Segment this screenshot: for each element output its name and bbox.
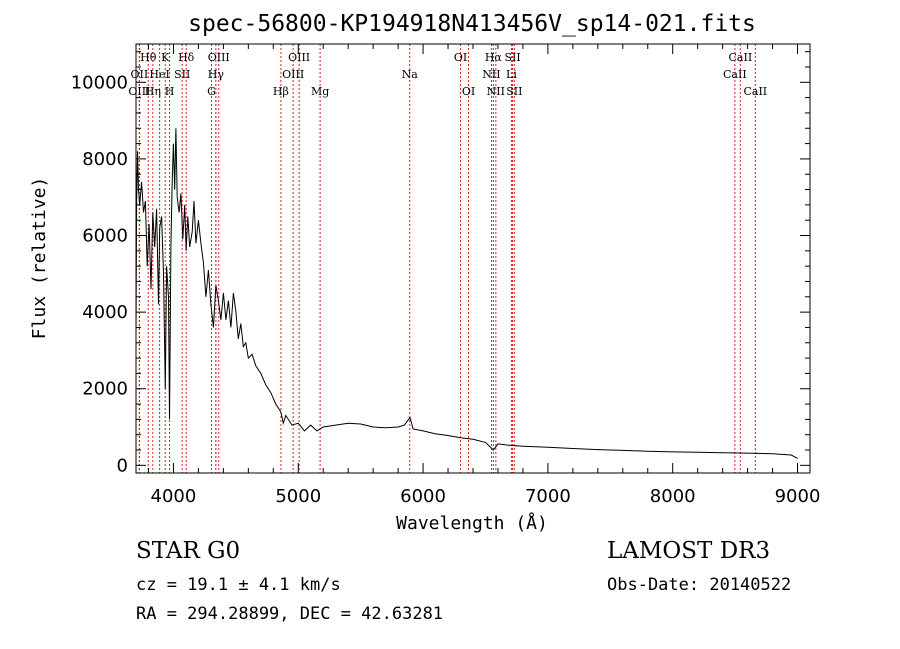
spectral-line-label: Hη [145,85,161,98]
x-axis: 4000 5000 6000 7000 8000 9000 [147,44,821,507]
spectral-line-label: OI [462,85,475,98]
spectral-line-label: Hδ [178,51,195,64]
spectral-line-label: SII [504,51,520,64]
y-axis-label: Flux (relative) [29,177,50,340]
spectral-line-label: SII [174,68,190,81]
x-tick-label: 4000 [151,486,197,507]
y-tick-label: 2000 [82,379,128,400]
spectral-line-label: OIII [208,51,230,64]
redshift-readout: cz = 19.1 ± 4.1 km/s [136,575,341,595]
spectral-line-label: CaII [743,85,767,98]
spectrum-series-line [135,128,798,459]
chart-title: spec-56800-KP194918N413456V_sp14-021.fit… [188,11,756,37]
spectral-line-label: Hθ [140,51,157,64]
survey-name: LAMOST DR3 [607,538,771,564]
spectral-lines-layer [138,44,756,473]
spectral-line-label: Mg [311,85,329,98]
spectral-line-label: K [161,51,170,64]
spectral-line-label: Hγ [208,68,225,81]
spectral-line-label: H [165,85,175,98]
spectral-line-label: OIII [282,68,304,81]
spectral-line-label: NII [487,85,505,98]
coordinates-readout: RA = 294.28899, DEC = 42.63281 [136,604,444,624]
spectral-line-label: CaII [729,51,753,64]
x-tick-label: 9000 [775,486,821,507]
x-axis-label: Wavelength (Å) [396,512,548,534]
spectral-line-label: Li [506,68,517,81]
y-tick-label: 10000 [71,72,128,93]
object-class: STAR G0 [136,538,241,564]
spectral-line-label: OIII [288,51,310,64]
plot-frame [135,43,811,474]
x-tick-label: 5000 [275,486,321,507]
spectral-line-label: OIII [128,85,150,98]
observation-date: Obs-Date: 20140522 [607,575,792,595]
spectral-line-label: G [207,85,216,98]
spectral-line-label: Na [402,68,419,81]
spectral-line-label: CaII [723,68,747,81]
y-tick-label: 4000 [82,302,128,323]
y-tick-label: 6000 [82,226,128,247]
y-tick-label: 0 [117,455,128,476]
spectral-line-label: Hβ [273,85,289,98]
spectral-line-label: OI [454,51,467,64]
x-tick-label: 7000 [525,486,571,507]
x-tick-label: 8000 [650,486,696,507]
spectral-line-label: SII [506,85,522,98]
y-axis: 0 2000 4000 6000 8000 10000 [71,51,810,476]
spectral-line-label: HeI [149,68,169,81]
spectral-line-label: OII [131,68,149,81]
y-tick-label: 8000 [82,149,128,170]
spectral-line-label: Hα [485,51,503,64]
x-tick-label: 6000 [400,486,446,507]
spectral-line-label: NII [482,68,500,81]
